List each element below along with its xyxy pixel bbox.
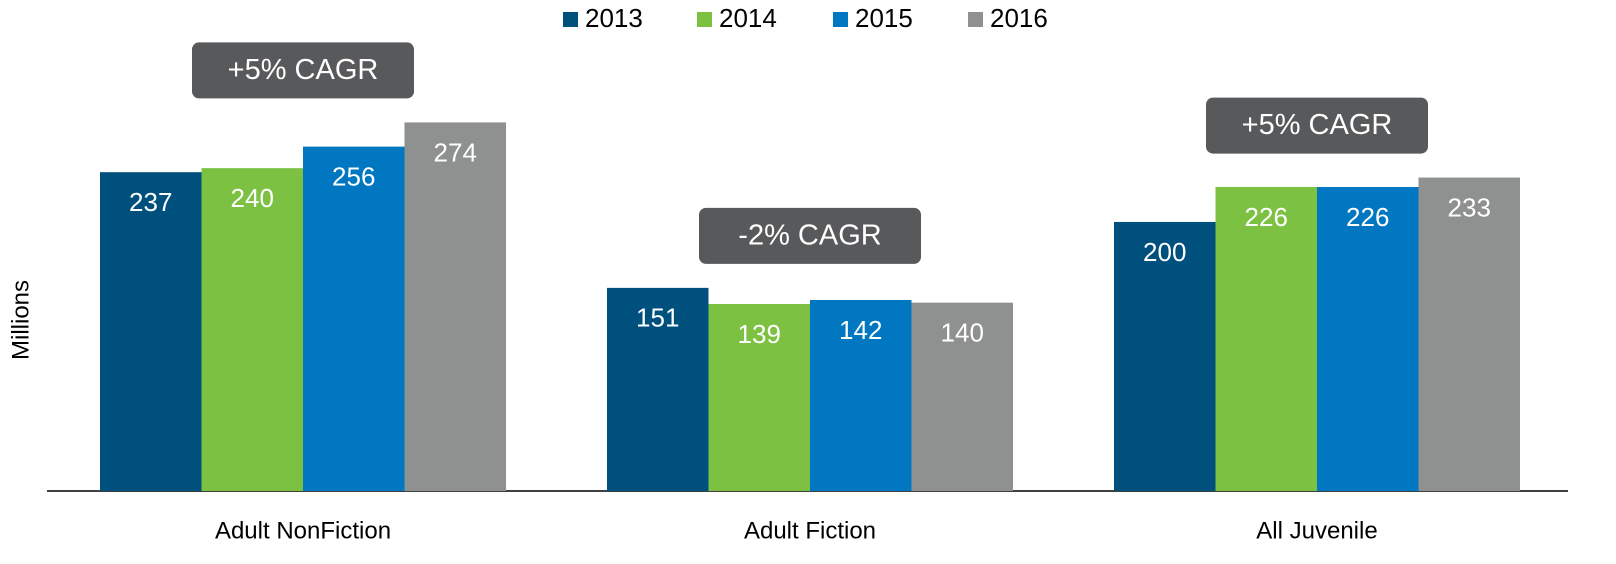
bar-value-label: 240 xyxy=(231,183,274,213)
bar-value-label: 151 xyxy=(636,303,679,333)
legend-label: 2016 xyxy=(990,3,1048,33)
legend-swatch xyxy=(563,12,578,27)
legend-label: 2013 xyxy=(585,3,643,33)
legend-swatch xyxy=(833,12,848,27)
bar xyxy=(1114,221,1216,491)
bar xyxy=(201,168,303,491)
bar-value-label: 274 xyxy=(434,137,477,167)
annotation: -2% CAGR xyxy=(738,220,881,252)
bar-value-label: 142 xyxy=(839,315,882,345)
annotation-box xyxy=(1206,97,1428,154)
bar-value-label: 140 xyxy=(941,318,984,348)
bar xyxy=(708,304,810,491)
annotation: +5% CAGR xyxy=(1242,109,1393,141)
y-axis-label: Millions xyxy=(7,280,34,360)
annotation-box xyxy=(699,207,921,264)
bar-value-label: 233 xyxy=(1448,192,1491,222)
bar xyxy=(404,122,506,491)
bar-value-label: 200 xyxy=(1143,237,1186,267)
bar xyxy=(810,299,912,491)
bar xyxy=(607,287,709,491)
bar xyxy=(303,146,405,492)
x-tick-label: Adult NonFiction xyxy=(215,517,391,544)
legend-swatch xyxy=(968,12,983,27)
bar xyxy=(1215,186,1317,491)
legend-swatch xyxy=(697,12,712,27)
bar xyxy=(1418,177,1520,491)
bar-value-label: 256 xyxy=(332,162,375,192)
bar-value-label: 237 xyxy=(129,187,172,217)
bar-value-label: 226 xyxy=(1245,202,1288,232)
bar xyxy=(1317,186,1419,491)
legend-label: 2014 xyxy=(719,3,777,33)
legend-label: 2015 xyxy=(855,3,913,33)
bar-value-label: 139 xyxy=(738,319,781,349)
bar xyxy=(100,172,202,492)
x-tick-label: All Juvenile xyxy=(1256,517,1377,544)
annotation-box xyxy=(192,42,414,99)
annotation: +5% CAGR xyxy=(228,54,379,86)
bar-value-label: 226 xyxy=(1346,202,1389,232)
x-tick-label: Adult Fiction xyxy=(744,517,876,544)
bar xyxy=(911,302,1013,491)
